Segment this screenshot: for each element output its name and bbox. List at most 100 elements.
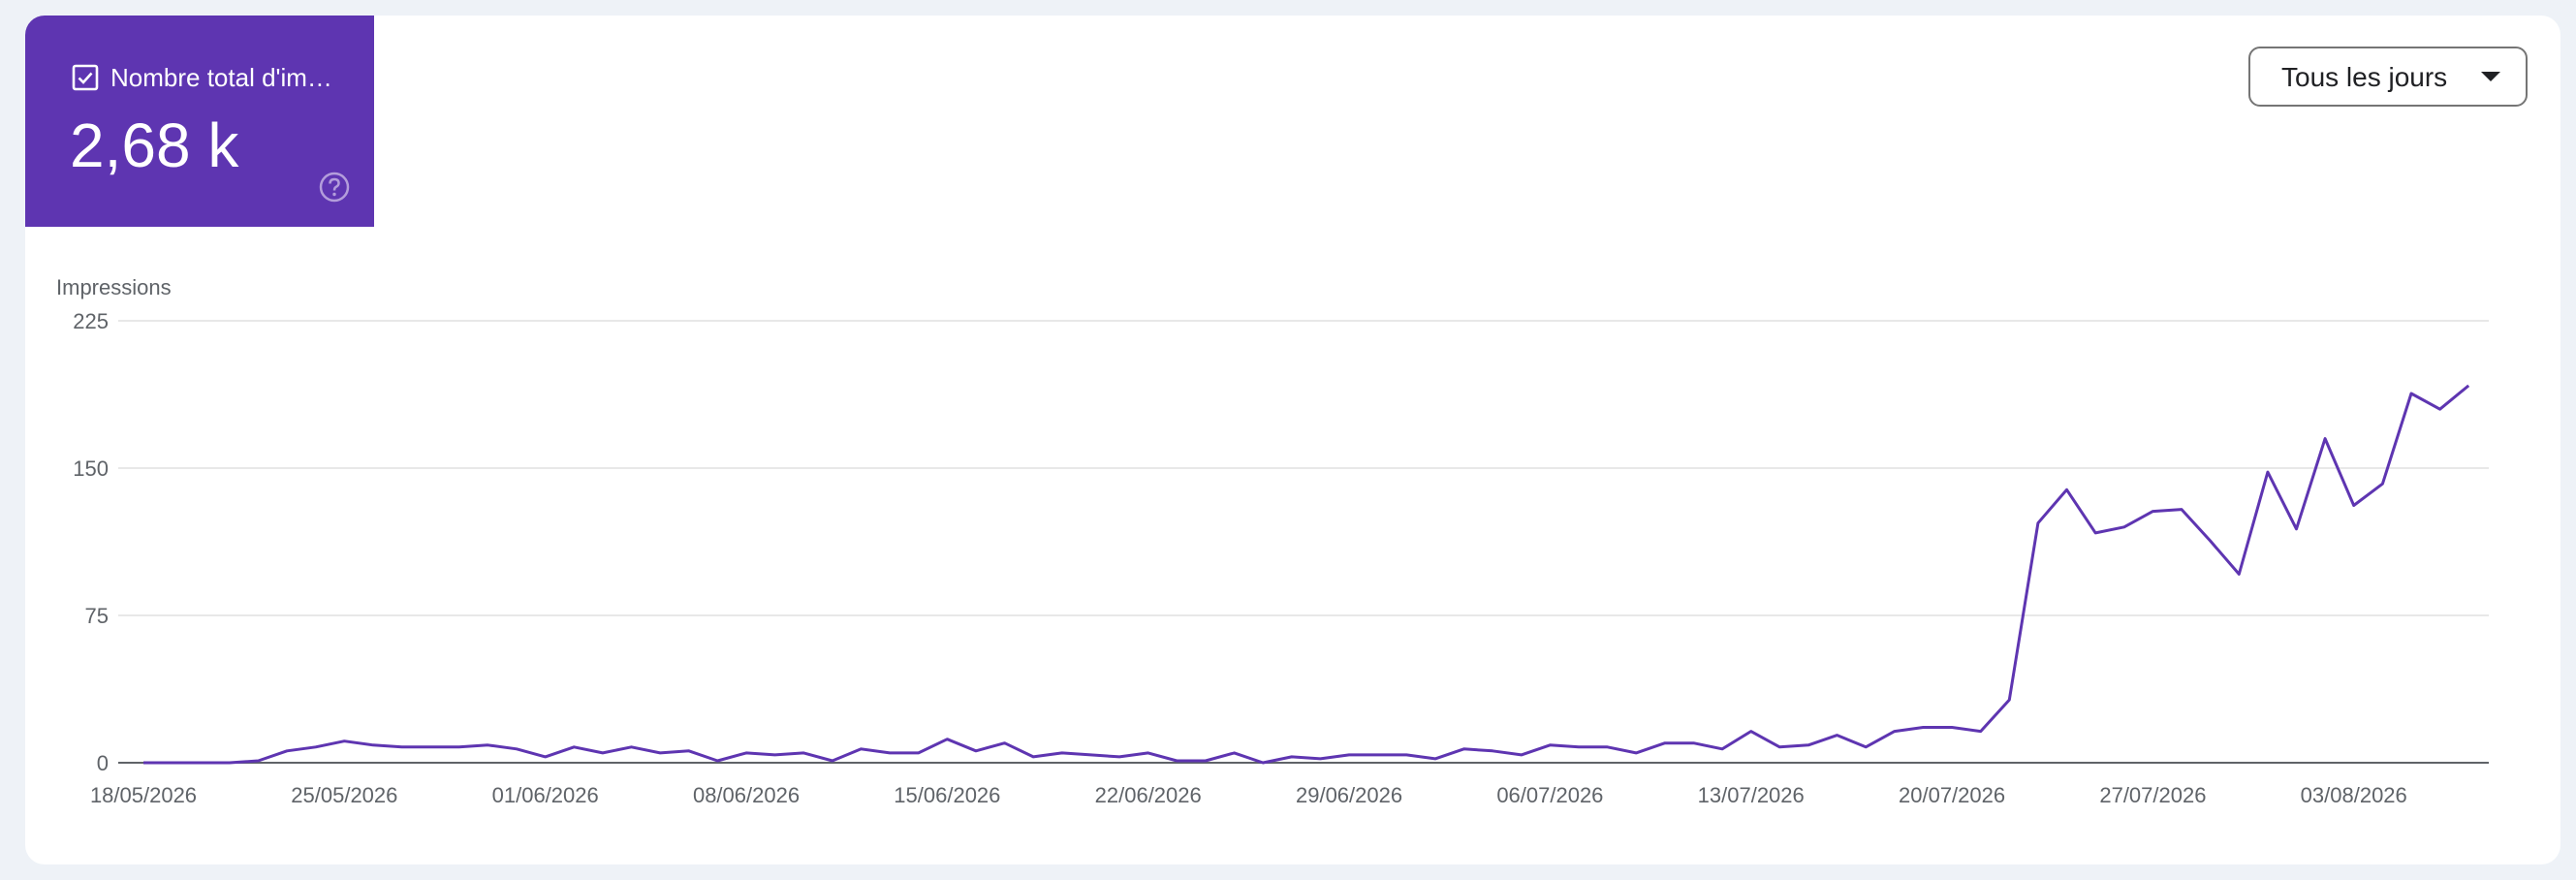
data-point[interactable]	[1602, 741, 1614, 753]
help-icon[interactable]	[318, 171, 351, 204]
data-point[interactable]	[2319, 433, 2331, 445]
data-point[interactable]	[1459, 743, 1470, 755]
x-tick-label: 08/06/2026	[693, 783, 800, 807]
data-point[interactable]	[626, 741, 638, 753]
data-point[interactable]	[711, 755, 723, 767]
data-point[interactable]	[511, 743, 522, 755]
data-point[interactable]	[1975, 726, 1987, 738]
data-point[interactable]	[1487, 745, 1498, 757]
total-impressions-metric[interactable]: Nombre total d'im… 2,68 k	[25, 16, 374, 227]
data-point[interactable]	[224, 757, 236, 769]
data-point[interactable]	[1229, 747, 1241, 759]
data-point[interactable]	[740, 747, 752, 759]
data-point[interactable]	[1745, 726, 1757, 738]
data-point[interactable]	[1056, 747, 1068, 759]
data-point[interactable]	[454, 741, 465, 753]
data-point[interactable]	[597, 747, 609, 759]
data-point[interactable]	[1544, 739, 1555, 751]
data-point[interactable]	[2376, 478, 2388, 489]
data-point[interactable]	[1832, 730, 1843, 741]
x-tick-label: 25/05/2026	[291, 783, 397, 807]
data-point[interactable]	[338, 736, 350, 747]
y-axis-label: Impressions	[56, 275, 172, 299]
data-point[interactable]	[482, 739, 493, 751]
data-point[interactable]	[1659, 738, 1671, 749]
data-point[interactable]	[2119, 521, 2130, 533]
data-point[interactable]	[1372, 749, 1384, 761]
data-point[interactable]	[941, 734, 953, 745]
data-point[interactable]	[253, 755, 265, 767]
checkbox-checked-icon[interactable]	[72, 64, 99, 91]
data-point[interactable]	[2003, 694, 2015, 706]
data-point[interactable]	[798, 747, 809, 759]
data-point[interactable]	[2061, 484, 2073, 495]
data-point[interactable]	[1400, 749, 1412, 761]
data-point[interactable]	[568, 741, 580, 753]
data-point[interactable]	[281, 745, 293, 757]
data-point[interactable]	[2262, 466, 2274, 478]
data-point[interactable]	[310, 741, 322, 753]
data-point[interactable]	[970, 745, 982, 757]
data-point[interactable]	[1257, 757, 1269, 769]
data-point[interactable]	[856, 743, 867, 755]
data-point[interactable]	[424, 741, 436, 753]
data-point[interactable]	[2405, 388, 2417, 399]
data-point[interactable]	[1889, 726, 1901, 738]
performance-card: Nombre total d'im… 2,68 k Tous les jours…	[25, 16, 2560, 864]
data-point[interactable]	[1573, 741, 1585, 753]
x-tick-label: 18/05/2026	[90, 783, 197, 807]
data-point[interactable]	[1114, 751, 1125, 763]
data-point[interactable]	[999, 738, 1011, 749]
data-point[interactable]	[2205, 535, 2216, 547]
data-point[interactable]	[654, 747, 666, 759]
data-point[interactable]	[2089, 527, 2101, 539]
data-point[interactable]	[1917, 722, 1929, 734]
data-point[interactable]	[2435, 403, 2446, 415]
data-point[interactable]	[195, 757, 206, 769]
data-point[interactable]	[367, 739, 379, 751]
x-tick-label: 13/07/2026	[1698, 783, 1805, 807]
data-point[interactable]	[1429, 753, 1441, 765]
data-point[interactable]	[2348, 500, 2360, 512]
data-point[interactable]	[167, 757, 178, 769]
x-tick-label: 03/08/2026	[2301, 783, 2407, 807]
y-tick-label: 225	[73, 309, 109, 333]
data-point[interactable]	[2291, 523, 2303, 535]
data-point[interactable]	[2233, 568, 2245, 580]
data-point[interactable]	[1688, 738, 1700, 749]
data-point[interactable]	[1860, 741, 1871, 753]
data-point[interactable]	[1085, 749, 1097, 761]
data-point[interactable]	[1200, 755, 1211, 767]
data-point[interactable]	[1343, 749, 1355, 761]
frequency-dropdown[interactable]: Tous les jours	[2248, 47, 2528, 107]
data-point[interactable]	[396, 741, 408, 753]
x-tick-label: 20/07/2026	[1899, 783, 2005, 807]
data-point[interactable]	[2147, 506, 2158, 518]
chevron-down-icon	[2481, 72, 2500, 81]
data-point[interactable]	[1803, 739, 1814, 751]
data-point[interactable]	[1630, 747, 1642, 759]
data-point[interactable]	[2176, 504, 2187, 516]
data-point[interactable]	[2032, 518, 2044, 529]
metric-label: Nombre total d'im…	[110, 63, 332, 92]
data-point[interactable]	[1516, 749, 1527, 761]
data-point[interactable]	[1946, 722, 1958, 734]
data-point[interactable]	[770, 749, 781, 761]
data-point[interactable]	[138, 757, 149, 769]
metric-value: 2,68 k	[70, 110, 239, 180]
data-point[interactable]	[884, 747, 895, 759]
data-point[interactable]	[1171, 755, 1182, 767]
data-point[interactable]	[1143, 747, 1154, 759]
data-point[interactable]	[1027, 751, 1039, 763]
data-point[interactable]	[827, 755, 838, 767]
data-point[interactable]	[1314, 753, 1326, 765]
frequency-dropdown-label: Tous les jours	[2281, 62, 2448, 92]
data-point[interactable]	[683, 745, 695, 757]
data-point[interactable]	[1716, 743, 1728, 755]
data-point[interactable]	[540, 751, 551, 763]
data-point[interactable]	[1774, 741, 1785, 753]
impressions-series-line	[143, 384, 2470, 765]
data-point[interactable]	[2463, 380, 2474, 392]
data-point[interactable]	[1286, 751, 1298, 763]
data-point[interactable]	[913, 747, 925, 759]
